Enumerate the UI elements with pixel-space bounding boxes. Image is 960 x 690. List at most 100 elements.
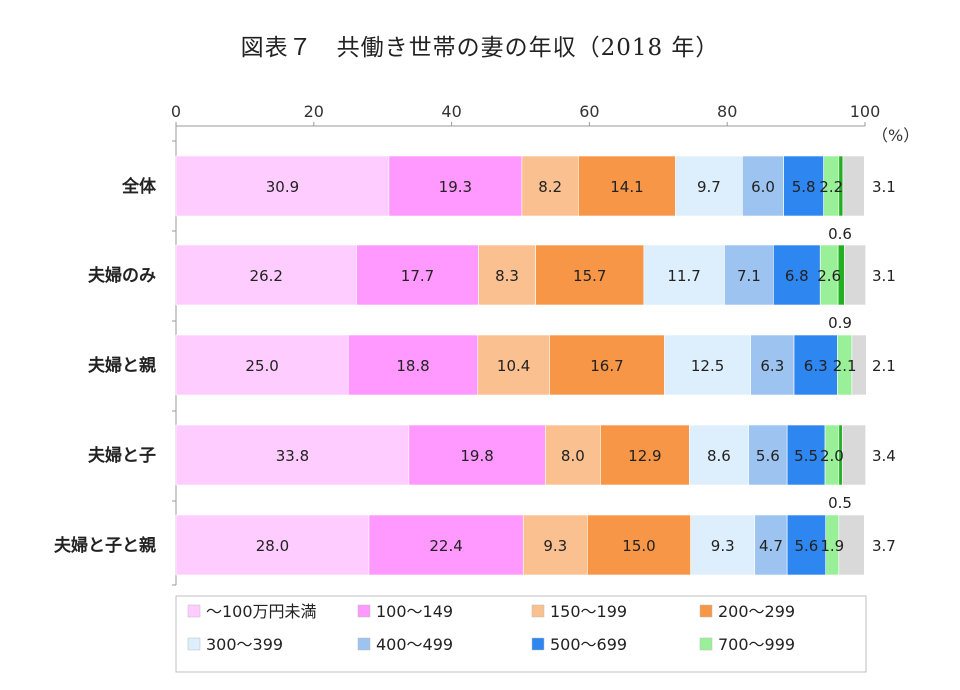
outside-data-label: 3.1 xyxy=(872,267,896,285)
bar-segment xyxy=(838,514,865,576)
legend-swatch xyxy=(187,637,201,651)
legend-swatch xyxy=(531,637,545,651)
legend-layer: ～100万円未満 100～149 150～199 200～299 300～399 400～… xyxy=(175,595,867,673)
axis-layer: 0 20 40 60 80 100 （%） xyxy=(171,102,919,586)
bar-segment xyxy=(664,334,751,396)
data-label: 11.7 xyxy=(667,267,700,285)
bar-segment xyxy=(851,334,867,396)
data-label: 9.3 xyxy=(543,537,567,555)
data-label: 28.0 xyxy=(256,537,289,555)
bar-segment xyxy=(724,244,774,306)
bar-segment xyxy=(786,514,827,576)
x-tick-label: 60 xyxy=(579,102,599,121)
x-tick-label: 80 xyxy=(717,102,737,121)
data-label: 9.7 xyxy=(697,178,721,196)
bar-segment xyxy=(793,334,838,396)
category-label: 夫婦と子と親 xyxy=(54,535,156,556)
data-label: 5.5 xyxy=(794,447,818,465)
data-label: 8.0 xyxy=(561,447,585,465)
data-label: 18.8 xyxy=(396,357,429,375)
bar-segment xyxy=(175,514,370,576)
x-tick-label: 0 xyxy=(171,102,181,121)
bar-segment xyxy=(783,155,824,217)
legend-label: ～100万円未満 xyxy=(206,602,317,621)
bar-segment xyxy=(750,334,795,396)
bar-segment xyxy=(690,514,756,576)
data-label: 15.7 xyxy=(573,267,606,285)
bar-segment xyxy=(643,244,725,306)
legend-swatch xyxy=(531,604,545,618)
data-label: 33.8 xyxy=(276,447,309,465)
bar-segment xyxy=(600,424,690,486)
bar-segment xyxy=(844,244,866,306)
bar-segment xyxy=(175,424,410,486)
data-label: 5.8 xyxy=(792,178,816,196)
data-label: 2.2 xyxy=(819,178,843,196)
below-data-label: 0.9 xyxy=(828,314,852,332)
data-label: 10.4 xyxy=(497,357,530,375)
x-tick-label: 20 xyxy=(304,102,324,121)
bar-segment xyxy=(535,244,645,306)
data-label: 8.2 xyxy=(538,178,562,196)
data-label: 6.3 xyxy=(760,357,784,375)
chart-title: 図表７ 共働き世帯の妻の年収（2018 年） xyxy=(240,35,720,61)
legend-label: 400～499 xyxy=(376,635,453,654)
legend-swatch xyxy=(187,604,201,618)
x-tick-label: 40 xyxy=(441,102,461,121)
bar-segment xyxy=(478,244,536,306)
category-label: 全体 xyxy=(121,176,157,197)
data-label: 2.0 xyxy=(820,447,844,465)
legend-label: 700～999 xyxy=(718,635,795,654)
data-label: 19.3 xyxy=(439,178,472,196)
bar-segment xyxy=(477,334,550,396)
category-label: 夫婦と子 xyxy=(88,445,156,466)
bar-segment xyxy=(175,244,357,306)
data-label: 15.0 xyxy=(622,537,655,555)
data-label: 12.5 xyxy=(691,357,724,375)
data-label: 30.9 xyxy=(266,178,299,196)
data-label: 5.6 xyxy=(756,447,780,465)
below-data-label: 0.6 xyxy=(828,225,852,243)
bar-segment xyxy=(841,424,866,486)
below-data-label: 0.5 xyxy=(828,494,852,512)
bar-segment xyxy=(549,334,665,396)
bar-segment xyxy=(842,155,865,217)
bar-segment xyxy=(175,334,349,396)
outside-data-label: 3.1 xyxy=(872,178,896,196)
data-label: 6.0 xyxy=(751,178,775,196)
legend-swatch xyxy=(699,604,713,618)
labels-layer: 全体 30.9 19.3 8.2 14.1 9.7 6.0 5.8 2.2 3.1 0.6 夫婦のみ 2… xyxy=(54,176,896,556)
data-label: 8.3 xyxy=(495,267,519,285)
bars-layer xyxy=(175,155,867,576)
category-label: 夫婦と親 xyxy=(88,355,156,376)
bar-segment xyxy=(587,514,691,576)
data-label: 14.1 xyxy=(610,178,643,196)
bar-segment xyxy=(545,424,601,486)
legend-label: 500～699 xyxy=(550,635,627,654)
x-tick-label: 100 xyxy=(850,102,881,121)
data-label: 5.6 xyxy=(795,537,819,555)
data-label: 16.7 xyxy=(590,357,623,375)
bar-segment xyxy=(578,155,676,217)
bar-segment xyxy=(408,424,546,486)
bar-segment xyxy=(521,155,579,217)
bar-segment xyxy=(368,514,524,576)
bar-segment xyxy=(689,424,749,486)
data-label: 8.6 xyxy=(707,447,731,465)
legend-label: 150～199 xyxy=(550,602,627,621)
data-label: 19.8 xyxy=(460,447,493,465)
bar-segment xyxy=(388,155,523,217)
data-label: 2.1 xyxy=(833,357,857,375)
data-label: 12.9 xyxy=(628,447,661,465)
legend-label: 300～399 xyxy=(206,635,283,654)
legend-swatch xyxy=(357,604,371,618)
legend-label: 100～149 xyxy=(376,602,453,621)
bar-segment xyxy=(175,155,390,217)
legend-swatch xyxy=(699,637,713,651)
bar-segment xyxy=(675,155,743,217)
data-label: 1.9 xyxy=(820,537,844,555)
outside-data-label: 3.4 xyxy=(872,447,896,465)
category-label: 夫婦のみ xyxy=(88,265,156,286)
bar-segment xyxy=(742,155,784,217)
